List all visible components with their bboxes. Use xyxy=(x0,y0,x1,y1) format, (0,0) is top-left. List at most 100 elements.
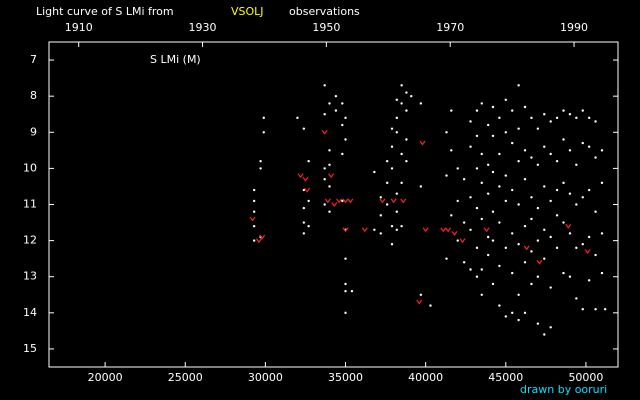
observation-point xyxy=(462,221,466,224)
observation-point xyxy=(562,181,565,185)
observation-point xyxy=(323,203,326,206)
x2-tick-label: 1950 xyxy=(312,21,340,34)
observation-point xyxy=(504,174,508,177)
observation-point xyxy=(385,159,389,163)
observation-point xyxy=(450,109,453,112)
observation-point xyxy=(511,271,514,275)
observation-point xyxy=(450,214,453,217)
observation-point xyxy=(581,308,584,311)
upper-limit-point xyxy=(523,245,530,251)
observation-point xyxy=(373,228,376,231)
observation-point xyxy=(587,188,591,192)
y-tick-label: 9 xyxy=(30,125,37,138)
observation-point xyxy=(302,221,306,224)
observation-point xyxy=(504,246,508,250)
observation-point xyxy=(523,105,527,109)
observation-point xyxy=(328,102,331,105)
observation-point xyxy=(491,282,495,286)
observation-point xyxy=(480,217,483,221)
observation-point xyxy=(445,257,448,260)
observation-point xyxy=(469,228,472,231)
observation-point xyxy=(536,206,540,210)
upper-limit-point xyxy=(451,231,458,236)
observation-point xyxy=(498,185,501,188)
upper-limit-point xyxy=(321,129,328,135)
observation-point xyxy=(328,149,331,152)
observation-point xyxy=(568,232,572,235)
x-tick-label: 35000 xyxy=(328,371,363,384)
observation-point xyxy=(587,116,591,120)
observation-point xyxy=(491,210,495,213)
observation-point xyxy=(373,170,376,174)
observation-point xyxy=(498,221,501,224)
observation-point xyxy=(379,232,382,235)
observation-point xyxy=(536,163,540,166)
observation-point xyxy=(594,120,597,123)
observation-point xyxy=(350,289,354,293)
observation-point xyxy=(302,206,306,210)
observation-point xyxy=(400,102,403,105)
y-tick-label: 7 xyxy=(30,53,37,66)
upper-limit-point xyxy=(297,173,304,179)
observation-point xyxy=(419,185,423,188)
observation-point xyxy=(549,199,552,203)
source: VSOLJ xyxy=(231,5,264,18)
observation-point xyxy=(323,113,326,116)
observation-point xyxy=(390,243,394,246)
observation-point xyxy=(252,210,256,213)
observation-point xyxy=(581,196,584,199)
observation-point xyxy=(530,196,533,199)
upper-limit-point xyxy=(336,198,343,204)
star-label: S LMi (M) xyxy=(150,53,201,66)
upper-limit-point xyxy=(347,198,354,204)
observation-point xyxy=(410,94,413,98)
upper-limit-point xyxy=(565,223,572,229)
x-tick-label: 45000 xyxy=(488,371,523,384)
y-tick-label: 12 xyxy=(23,234,37,247)
observation-point xyxy=(549,326,552,329)
observation-point xyxy=(475,109,479,112)
observation-point xyxy=(307,159,310,163)
observation-point xyxy=(323,84,326,87)
observation-point xyxy=(543,228,546,231)
observation-point xyxy=(543,257,546,260)
observation-point xyxy=(395,210,399,213)
observation-point xyxy=(390,224,394,228)
upper-limit-point xyxy=(422,227,429,233)
upper-limit-point xyxy=(342,227,349,233)
observation-point xyxy=(302,232,306,235)
observation-point xyxy=(419,102,423,105)
observation-point xyxy=(344,311,347,315)
observation-point xyxy=(536,127,540,130)
observation-point xyxy=(549,152,552,156)
observation-point xyxy=(549,120,552,123)
observation-point xyxy=(594,156,597,159)
observation-point xyxy=(379,214,382,217)
observation-point xyxy=(469,120,472,123)
observation-point xyxy=(568,113,572,116)
observation-point xyxy=(594,308,597,311)
upper-limit-point xyxy=(304,187,311,193)
observation-point xyxy=(530,116,533,120)
observation-point xyxy=(259,167,262,170)
observation-point xyxy=(323,167,326,170)
observation-point xyxy=(536,322,540,325)
observation-point xyxy=(555,188,559,192)
observation-point xyxy=(296,116,299,120)
x-tick-label: 30000 xyxy=(248,371,283,384)
observation-point xyxy=(523,224,527,228)
upper-limit-point xyxy=(400,198,407,204)
observation-point xyxy=(543,333,546,336)
x2-tick-label: 1910 xyxy=(65,21,93,34)
observation-point xyxy=(480,152,483,156)
observation-point xyxy=(395,192,399,195)
observation-point xyxy=(328,210,331,213)
observation-point xyxy=(523,178,527,181)
observation-point xyxy=(395,228,399,231)
observation-point xyxy=(600,271,604,275)
upper-limit-point xyxy=(419,140,426,146)
upper-limit-point xyxy=(584,249,591,254)
observation-point xyxy=(575,203,578,206)
x2-tick-label: 1970 xyxy=(436,21,464,34)
